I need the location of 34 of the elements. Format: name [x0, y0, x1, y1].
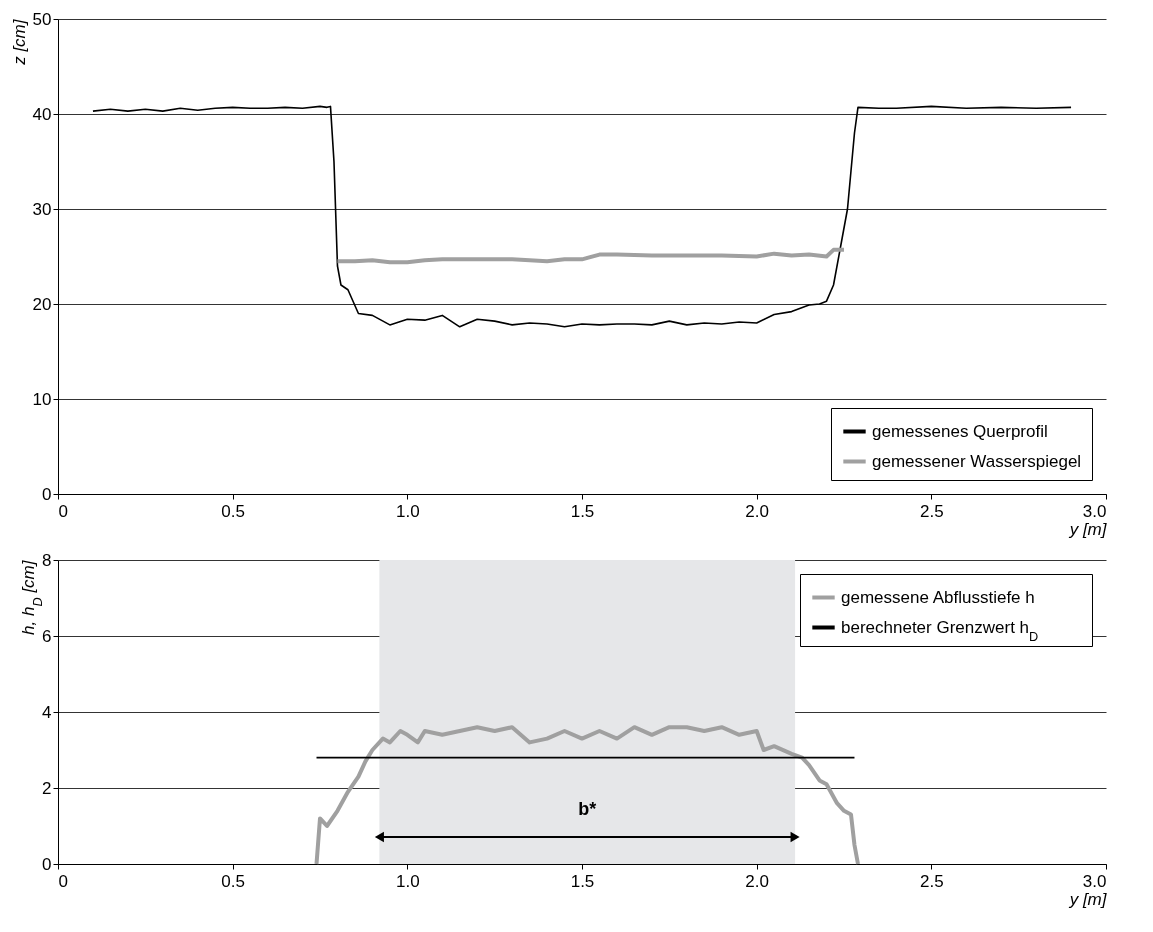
x-tick-label: 2.5	[920, 501, 944, 521]
y-tick-label: 0	[42, 854, 52, 874]
y-tick-label: 10	[32, 389, 52, 409]
y-tick-label: 20	[32, 294, 52, 314]
x-tick-label: 1.0	[396, 871, 420, 891]
x-tick-label: 1.0	[396, 501, 420, 521]
legend-label: gemessenes Querprofil	[872, 421, 1048, 441]
x-tick-label: 3.0	[1082, 501, 1107, 521]
y-tick-label: 40	[32, 104, 52, 124]
y-tick-label: 50	[32, 9, 52, 29]
x-tick-label: 1.5	[570, 871, 595, 891]
x-tick-label: 1.5	[570, 501, 595, 521]
x-tick-label: 3.0	[1082, 871, 1107, 891]
x-tick-label: 0	[58, 501, 68, 521]
x-axis-title: y [m]	[1068, 519, 1108, 539]
y-tick-label: 0	[42, 484, 52, 504]
legend-label: gemessene Abflusstiefe h	[841, 587, 1035, 607]
x-tick-label: 2.0	[745, 501, 769, 521]
legend-label: berechneter Grenzwert h$_{D}$	[841, 617, 1039, 643]
y-axis-title: z [cm]	[9, 18, 29, 66]
x-tick-label: 0.5	[221, 501, 245, 521]
legend-label: gemessener Wasserspiegel	[872, 451, 1082, 471]
y-tick-label: 30	[32, 199, 52, 219]
y-tick-label: 6	[42, 626, 52, 646]
line-series	[335, 247, 846, 265]
x-tick-label: 2.0	[745, 871, 769, 891]
y-tick-label: 2	[42, 778, 52, 798]
x-tick-label: 0.5	[221, 871, 245, 891]
annotation: b*	[578, 799, 597, 819]
line-series	[314, 725, 860, 866]
x-tick-label: 2.5	[920, 871, 944, 891]
x-tick-label: 0	[58, 871, 68, 891]
y-tick-label: 4	[42, 702, 52, 722]
x-axis-title: y [m]	[1068, 889, 1108, 909]
